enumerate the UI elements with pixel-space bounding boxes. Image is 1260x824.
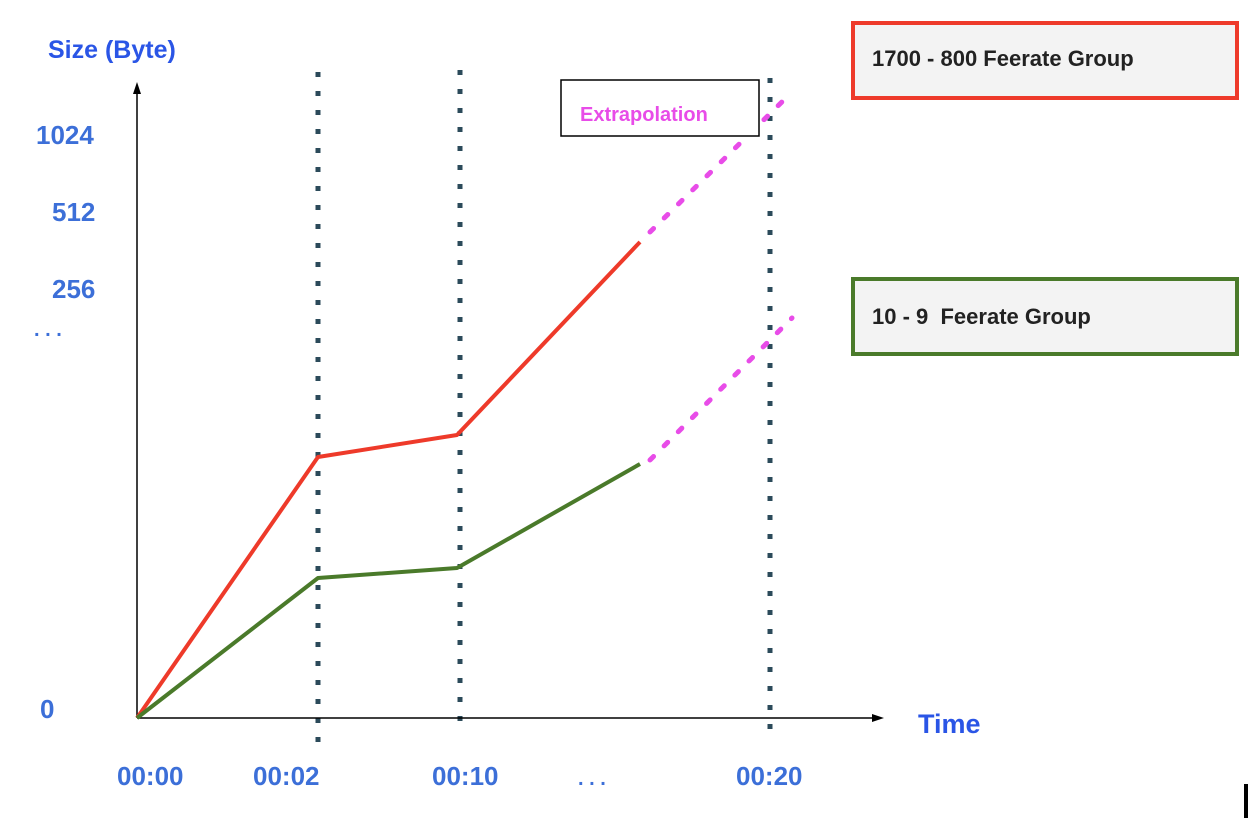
x-tick-00-02: 00:02 — [253, 761, 320, 791]
y-tick-labels: 1024 512 256 . . . 0 — [34, 120, 95, 724]
x-tick-00-00: 00:00 — [117, 761, 184, 791]
high-feerate-extrapolation — [647, 89, 795, 235]
legend-label-low-feerate: 10 - 9 Feerate Group — [872, 304, 1091, 329]
legend-box-low-feerate — [851, 277, 1239, 356]
x-tick-00-10: 00:10 — [432, 761, 499, 791]
low-feerate-line — [135, 462, 641, 720]
axes — [133, 82, 884, 722]
legend: 1700 - 800 Feerate Group 10 - 9 Feerate … — [851, 21, 1239, 356]
series-lines — [135, 240, 642, 720]
extrapolation-callout: Extrapolation — [560, 79, 760, 137]
y-tick-1024: 1024 — [36, 120, 94, 150]
y-axis-arrowhead — [133, 82, 141, 94]
extrapolation-label: Extrapolation — [580, 104, 708, 126]
y-axis-title: Size (Byte) — [48, 36, 176, 64]
x-tick-labels: 00:00 00:02 00:10 . . . 00:20 — [117, 761, 803, 791]
y-tick-512: 512 — [52, 197, 95, 227]
legend-label-high-feerate: 1700 - 800 Feerate Group — [872, 46, 1134, 71]
extrapolation-lines — [647, 89, 795, 463]
y-tick-0: 0 — [40, 694, 54, 724]
x-tick-00-20: 00:20 — [736, 761, 803, 791]
x-axis-arrowhead — [872, 714, 884, 722]
y-tick-ellipsis: . . . — [34, 319, 62, 341]
extrapolation-box — [560, 79, 760, 137]
x-tick-ellipsis: . . . — [578, 768, 606, 790]
low-feerate-extrapolation — [647, 315, 795, 463]
text-cursor-mark — [1244, 784, 1248, 818]
time-guides — [315, 70, 773, 752]
legend-box-high-feerate — [851, 21, 1239, 100]
y-tick-256: 256 — [52, 274, 95, 304]
x-axis-title: Time — [918, 709, 981, 739]
high-feerate-line — [135, 240, 642, 720]
